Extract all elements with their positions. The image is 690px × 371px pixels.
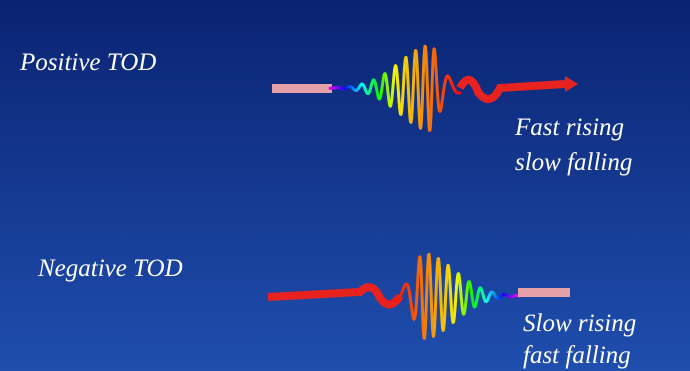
pulse-stroke [428,104,429,116]
pulse-stroke [413,94,414,105]
negative-label: Negative TOD [37,255,183,282]
pulse-stroke [427,62,428,75]
pulse-stroke [424,58,425,69]
pulse-stroke [518,288,570,297]
pulse-stroke [408,82,409,92]
pulse-stroke [422,280,423,296]
pulse-stroke [423,83,424,97]
pulse-stroke [422,97,423,110]
pulse-stroke [427,270,428,283]
pulse-stroke [426,297,427,311]
pulse-stroke [272,84,332,93]
pulse-stroke [418,74,419,86]
pulse-stroke [419,99,420,111]
pulse-stroke [431,291,432,305]
pulse-stroke [432,317,433,327]
pulse-stroke [422,296,423,311]
negative-note: fast falling [523,342,631,369]
pulse-stroke [432,72,433,88]
pulse-stroke [431,103,432,116]
pulse-stroke [426,312,427,324]
pulse-stroke [432,88,433,103]
pulse-stroke [409,92,410,102]
pulse-stroke [430,266,431,277]
pulse-stroke [441,290,442,302]
pulse-stroke [432,305,433,318]
pulse-stroke [417,63,418,74]
positive-note: Fast rising [514,114,624,141]
pulse-stroke [423,311,424,324]
pulse-stroke [431,278,432,291]
pulse-stroke [437,271,438,282]
negative-note: Slow rising [523,310,636,337]
positive-note: slow falling [515,149,632,176]
pulse-stroke [441,302,442,313]
pulse-stroke [445,300,446,310]
pulse-stroke [413,82,414,94]
pulse-stroke [427,283,428,297]
pulse-stroke [446,290,447,300]
pulse-stroke [435,307,436,319]
pulse-stroke [422,109,423,119]
pulse-stroke [428,89,429,103]
pulse-stroke [436,294,437,307]
pulse-stroke [414,71,415,82]
pulse-stroke [421,268,422,280]
slide: Positive TOD Fast rising slow falling Ne… [0,0,690,371]
pulse-stroke [433,60,434,72]
pulse-stroke [427,75,428,89]
pulse-stroke [418,86,419,99]
positive-label: Positive TOD [19,49,156,76]
pulse-stroke [436,282,437,294]
pulse-stroke [440,279,441,290]
pulse-stroke [423,70,424,83]
